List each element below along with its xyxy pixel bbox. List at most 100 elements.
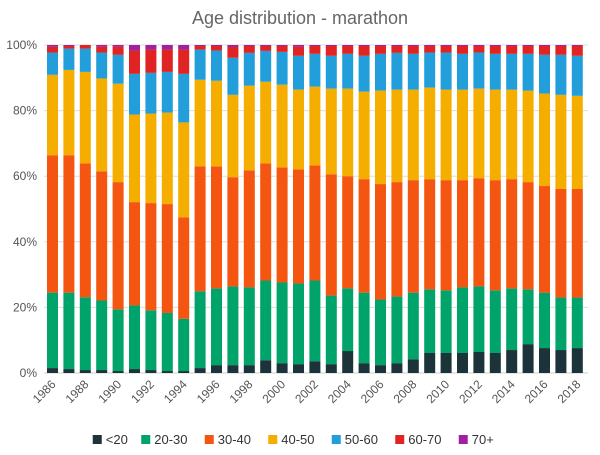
legend-label: 30-40 [218,432,251,447]
bar-segment-2006-50-60 [375,53,386,91]
bar-segment-1993-50-60 [161,71,173,113]
bar-segment-2005-<20 [358,363,370,373]
bar-segment-2009-<20 [424,352,436,373]
bar-segment-2009-70+ [424,45,436,46]
bar-segment-2008-70+ [407,45,419,46]
legend-label: <20 [106,432,128,447]
bar-segment-2008-40-50 [407,89,419,181]
x-tick-label: 2018 [555,377,584,406]
bar-segment-2007-40-50 [391,89,403,183]
bar-segment-2001-30-40 [293,169,304,284]
y-tick-label: 100% [6,38,37,52]
bar-segment-2003-60-70 [325,45,337,56]
bar-segment-2012-50-60 [473,52,485,89]
bar-segment-2000-40-50 [276,84,288,168]
bar-segment-1999-<20 [260,360,272,373]
bar-segment-1997-60-70 [227,46,239,58]
bar-segment-2011-20-30 [457,287,468,353]
bar-segment-2013-70+ [489,45,501,46]
bar-segment-2017-40-50 [555,94,567,189]
bar-segment-2014-70+ [506,45,518,46]
bar-segment-2004-60-70 [342,45,354,54]
bar-segment-2015-50-60 [522,53,534,91]
bar-segment-1993-30-40 [161,204,173,313]
legend-label: 70+ [472,432,494,447]
bar-segment-1995-60-70 [194,45,206,50]
bar-segment-2012-<20 [473,352,485,373]
bar-segment-1998-40-50 [243,85,255,171]
bar-segment-1992-50-60 [145,72,157,114]
bar-segment-1989-60-70 [96,46,108,53]
bar-segment-2007-<20 [391,363,403,373]
bar-segment-2006-60-70 [375,45,386,54]
bar-segment-1995-20-30 [194,291,206,369]
x-axis: 1986 1988 1990 1992 1994 1996 1998 2000 2002 2004… [30,377,584,406]
bar-segment-1986-70+ [47,45,58,47]
bar-segment-2001-60-70 [293,46,304,56]
legend-item-70+: 70+ [458,432,494,447]
bar-segment-1994-40-50 [178,122,190,218]
bar-segment-2003-40-50 [325,88,337,175]
bar-segment-2013-30-40 [489,180,501,291]
bar-segment-2012-70+ [473,45,485,46]
bar-segment-1988-60-70 [79,45,91,49]
bar-segment-2010-20-30 [440,290,452,353]
bar-segment-2003-30-40 [325,174,337,296]
legend-item-50-60: 50-60 [331,432,378,447]
legend: <20 20-30 30-40 40-50 50-60 60-70 70+ [92,432,494,447]
y-axis: 0% 20% 40% 60% 80% 100% [6,38,37,380]
bar-segment-2010-40-50 [440,89,452,181]
legend-swatch [331,435,341,444]
bar-segment-1993-20-30 [161,312,173,372]
bar-segment-2016-50-60 [539,54,550,94]
bar-segment-1999-20-30 [260,280,272,361]
bar-segment-1987-70+ [63,45,75,46]
bar-segment-2013-20-30 [489,290,501,353]
bar-segment-2002-<20 [309,361,321,373]
bar-segment-2018-<20 [571,348,583,373]
bar-segment-2015-40-50 [522,90,534,183]
bar-segment-2017-30-40 [555,188,567,298]
bar-segment-2011-30-40 [457,180,468,288]
legend-label: 20-30 [154,432,187,447]
bar-segment-1999-60-70 [260,45,272,51]
bar-segment-2016-40-50 [539,93,550,187]
bar-segment-2004-20-30 [342,288,354,352]
bar-segment-1996-70+ [211,45,222,46]
bar-segment-1994-<20 [178,371,190,373]
y-tick-label: 60% [13,169,37,183]
bar-segment-2017-50-60 [555,54,567,95]
x-tick-label: 1988 [63,377,92,406]
bar-segment-2001-50-60 [293,55,304,90]
bar-segment-2016-<20 [539,348,550,373]
bar-segment-1993-60-70 [161,49,173,72]
bar-segment-1999-70+ [260,45,272,46]
bar-segment-2000-60-70 [276,45,288,52]
legend-item-40-50: 40-50 [268,432,315,447]
bar-segment-1986-40-50 [47,74,58,156]
bar-segment-1994-60-70 [178,49,190,74]
bar-segment-2010-50-60 [440,52,452,90]
legend-label: 60-70 [408,432,441,447]
bar-segment-2011-50-60 [457,53,468,90]
bar-segment-1992-<20 [145,370,157,373]
x-tick-label: 2010 [423,377,452,406]
bar-segment-2001-<20 [293,364,304,373]
bar-segment-1997-40-50 [227,94,239,178]
bar-segment-2015-30-40 [522,182,534,290]
bar-segment-2002-60-70 [309,45,321,54]
bar-segment-2008-<20 [407,359,419,373]
y-tick-label: 80% [13,104,37,118]
bar-segment-1999-40-50 [260,81,272,164]
bar-segment-1994-30-40 [178,217,190,319]
bar-segment-1997-30-40 [227,177,239,287]
bar-segment-2007-50-60 [391,52,403,90]
bar-segment-1996-60-70 [211,45,222,51]
bar-segment-1987-20-30 [63,292,75,370]
bar-segment-1998-<20 [243,365,255,373]
bar-segment-1988-50-60 [79,48,91,72]
x-tick-label: 2012 [456,377,485,406]
bar-segment-1997-<20 [227,365,239,373]
bar-segment-2012-20-30 [473,286,485,353]
legend-swatch [395,435,405,444]
